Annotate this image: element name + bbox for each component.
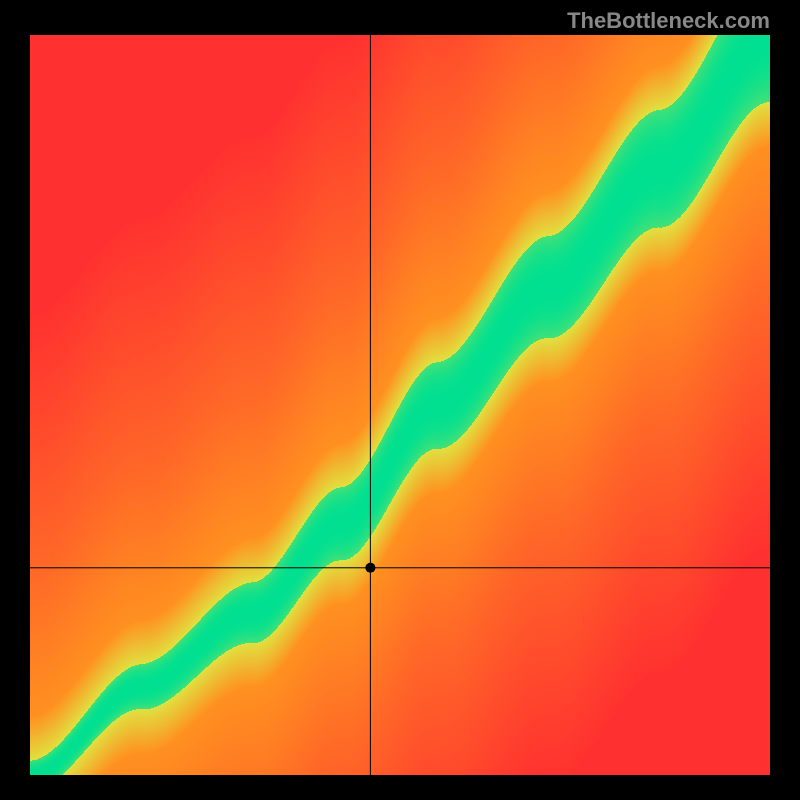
watermark-text: TheBottleneck.com (567, 8, 770, 34)
heatmap-canvas (30, 35, 770, 775)
heatmap-plot (30, 35, 770, 775)
chart-container: TheBottleneck.com (0, 0, 800, 800)
